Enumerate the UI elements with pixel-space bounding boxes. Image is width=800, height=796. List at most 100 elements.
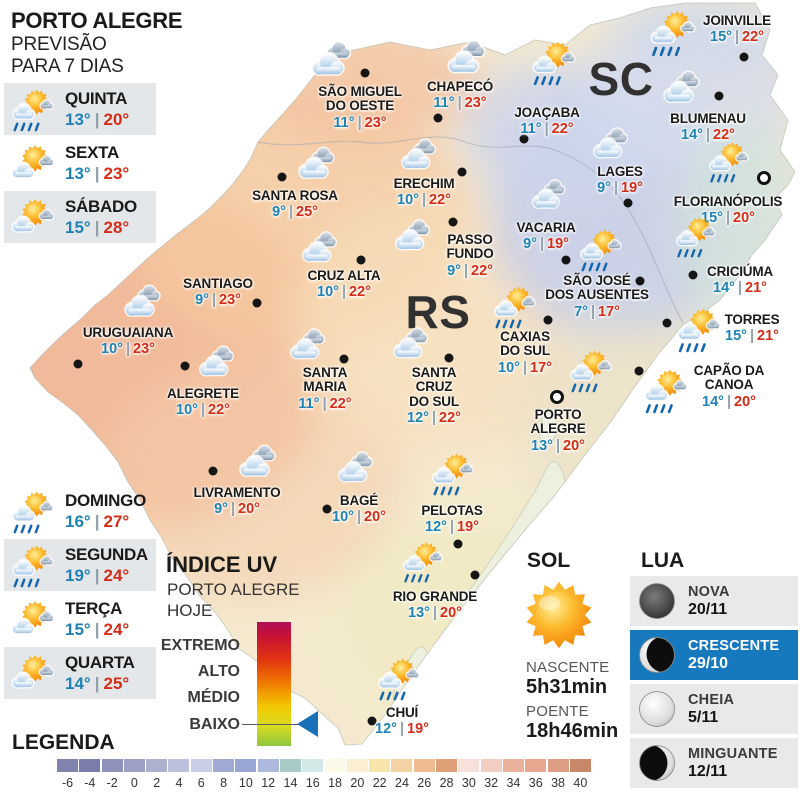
legend-swatch: [480, 759, 502, 772]
city-label-blumenau: BLUMENAU 14° | 22°: [628, 111, 788, 143]
uv-level-médio: MÉDIO: [187, 689, 240, 706]
city-temperatures: 14° | 21°: [713, 280, 767, 297]
clouds-icon: [194, 340, 242, 388]
uv-level-extremo: EXTREMO: [160, 637, 240, 654]
legend-value: -4: [84, 776, 96, 790]
legend-swatch: [391, 759, 413, 772]
clouds-icon: [588, 122, 636, 170]
moon-full-icon: [636, 688, 678, 730]
sun-rain-icon: [489, 281, 539, 331]
city-name: CHUÍ: [385, 705, 419, 720]
sun-rain-icon: [645, 5, 699, 59]
day-temperatures: 16° | 27°: [65, 511, 130, 531]
day-label: TERÇA: [65, 598, 123, 618]
city-temperatures: 10° | 22°: [397, 192, 451, 209]
legend-swatch: [547, 759, 569, 772]
city-marker-joacaba: [519, 134, 529, 144]
legend-value: 12: [261, 776, 276, 790]
city-marker-joinville: [739, 52, 749, 62]
city-name: SÃO JOSÉ DOS AUSENTES: [545, 273, 649, 303]
moon-phase-row-crescente: CRESCENTE 29/10: [630, 630, 798, 680]
page-header: PORTO ALEGRE PREVISÃO PARA 7 DIAS: [11, 8, 183, 78]
sun-cloud-icon: [7, 192, 59, 242]
moon-title: LUA: [641, 549, 685, 572]
moon-crescent-icon: [636, 634, 678, 676]
legend-swatch: [279, 759, 301, 772]
legend-swatch: [190, 759, 212, 772]
sun-rain-icon: [704, 137, 752, 185]
sunrise-value: 5h31min: [526, 676, 608, 698]
city-marker-florianopolis: [757, 171, 771, 185]
city-marker-santa-cruz-do-sul: [444, 353, 454, 363]
city-temperatures: 15° | 21°: [725, 328, 779, 345]
city-label-lages: LAGES 9° | 19°: [540, 164, 700, 196]
sun-rain-icon: [565, 345, 615, 395]
city-marker-santa-rosa: [277, 172, 287, 182]
sun-rain-icon: [527, 36, 579, 88]
legend-step-0: 0: [123, 759, 146, 790]
city-temperatures: 10° | 20°: [332, 509, 386, 526]
legend-step-22: 22: [369, 759, 391, 790]
city-label-erechim: ERECHIM 10° | 22°: [344, 176, 504, 209]
legend-value: 26: [417, 776, 432, 790]
legend-value: 8: [220, 776, 228, 790]
legend-title: LEGENDA: [12, 731, 115, 754]
uv-level-baixo: BAIXO: [189, 716, 240, 733]
moon-phase-date: 29/10: [688, 654, 729, 672]
city-label-chapeco: CHAPECÓ 11° | 23°: [380, 79, 540, 111]
city-marker-cruz-alta: [356, 255, 366, 265]
sunrise-label: NASCENTE: [526, 659, 610, 676]
city-name: BAGÉ: [339, 493, 379, 508]
moon-phase-row-minguante: MINGUANTE 12/11: [630, 738, 798, 788]
sunset-label: POENTE: [526, 703, 589, 720]
city-label-pelotas: PELOTAS 12° | 19°: [372, 503, 532, 535]
legend-step-16: 16: [302, 759, 324, 790]
legend-value: 10: [238, 776, 253, 790]
legend-step-24: 24: [391, 759, 413, 790]
legend-step-28: 28: [436, 759, 458, 790]
city-name: PORTO ALEGRE: [530, 407, 586, 437]
city-name: CAXIAS DO SUL: [500, 329, 550, 359]
city-name: PASSO FUNDO: [446, 232, 494, 262]
legend-value: 14: [283, 776, 298, 790]
city-marker-capao-da-canoa: [634, 366, 644, 376]
clouds-icon: [119, 279, 169, 329]
uv-indicator-line: [242, 724, 298, 725]
sun-rain-icon: [7, 84, 59, 134]
clouds-icon: [396, 133, 444, 181]
city-label-sao-jose-dos-ausentes: SÃO JOSÉ DOS AUSENTES 7° | 17°: [517, 273, 677, 319]
legend-swatch: [57, 759, 78, 772]
day-temperatures: 13° | 20°: [65, 109, 130, 129]
lake-guaiba: [539, 407, 558, 445]
legend-swatch: [436, 759, 458, 772]
city-temperatures: 11° | 22°: [298, 395, 352, 412]
legend-value: 28: [439, 776, 454, 790]
city-name: JOAÇABA: [514, 105, 580, 120]
legend-step-38: 38: [547, 759, 570, 790]
city-marker-santiago: [252, 298, 262, 308]
region-label-sc: SC: [588, 53, 654, 105]
city-temperatures: 9° | 25°: [272, 204, 318, 221]
clouds-icon: [333, 446, 381, 494]
legend-step-2: 2: [146, 759, 168, 790]
day-temperatures: 15° | 28°: [65, 217, 130, 237]
legend-step--6: -6: [57, 759, 79, 790]
legend-step-20: 20: [346, 759, 369, 790]
legend-step-10: 10: [235, 759, 257, 790]
legend-step-14: 14: [279, 759, 302, 790]
forecast-row-domingo: DOMINGO 16° | 27°: [4, 485, 156, 537]
legend-value: 22: [372, 776, 387, 790]
legend-value: -6: [61, 776, 74, 790]
city-label-uruguaiana: URUGUAIANA 10° | 23°: [48, 325, 208, 357]
forecast-list-bottom: DOMINGO 16° | 27° SEGUNDA 19° | 24° TERÇA 15° | 24°…: [4, 485, 156, 701]
sun-rain-icon: [7, 540, 59, 590]
day-label: SEGUNDA: [65, 544, 148, 564]
forecast-row-quinta: QUINTA 13° | 20°: [4, 83, 156, 135]
day-label: DOMINGO: [65, 490, 147, 510]
day-temperatures: 13° | 23°: [65, 163, 130, 183]
legend-swatch: [101, 759, 123, 772]
sun-rain-icon: [427, 448, 477, 498]
city-temperatures: 12° | 22°: [407, 409, 461, 426]
